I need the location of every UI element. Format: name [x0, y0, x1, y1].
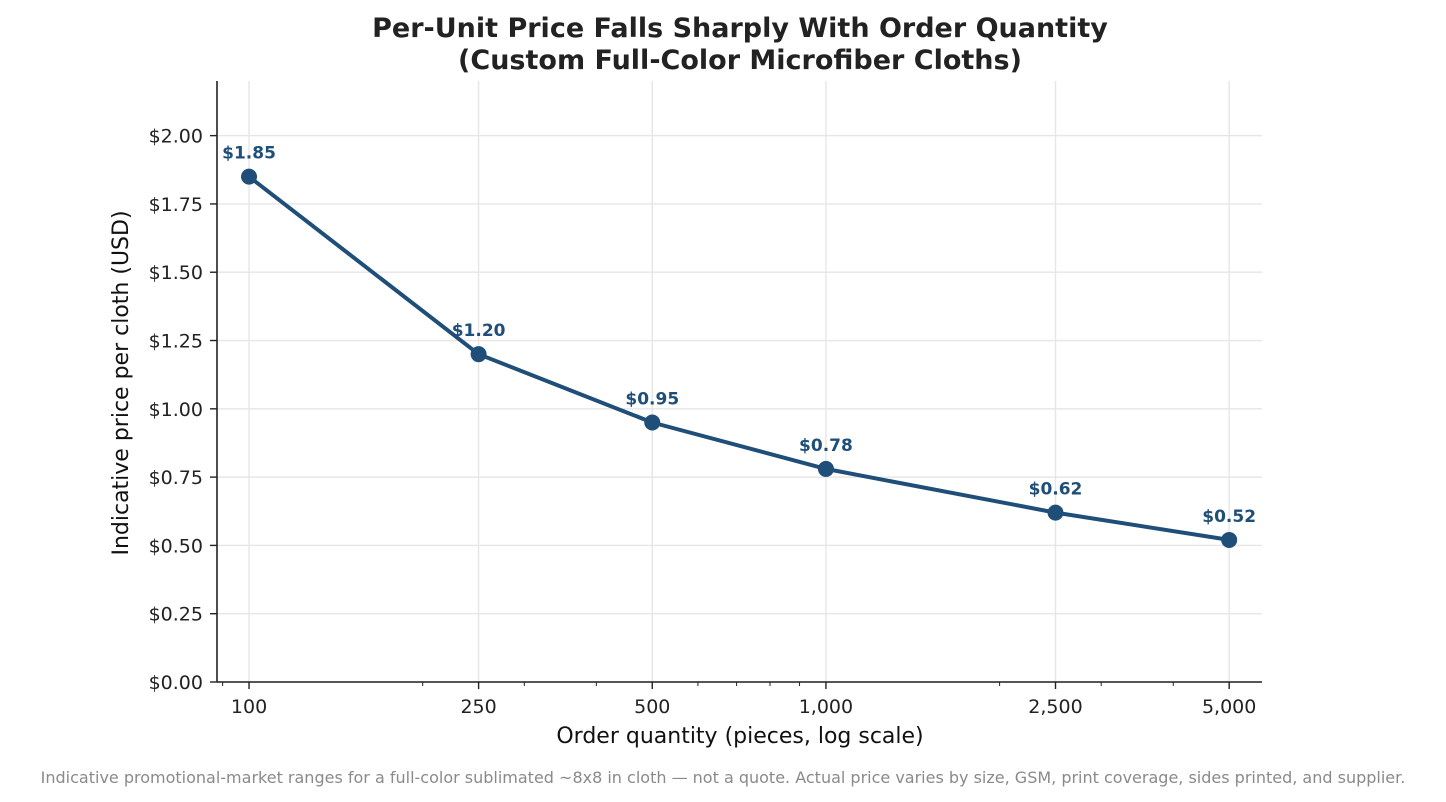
x-tick-label-0: 100 — [231, 696, 267, 718]
data-label-3: $0.78 — [799, 436, 853, 456]
data-label-2: $0.95 — [625, 389, 679, 409]
data-label-0: $1.85 — [222, 144, 276, 164]
x-tick-label-5: 5,000 — [1202, 696, 1256, 718]
x-axis-minor-ticks — [222, 682, 1174, 686]
y-tick-label-7: $1.75 — [149, 194, 203, 216]
data-point-5 — [1221, 531, 1238, 548]
x-axis-label: Order quantity (pieces, log scale) — [556, 724, 923, 749]
price-series-line — [247, 174, 1232, 542]
y-gridlines — [217, 134, 1262, 683]
y-tick-label-1: $0.25 — [149, 604, 203, 626]
x-tick-label-3: 1,000 — [799, 696, 853, 718]
data-label-4: $0.62 — [1029, 480, 1083, 500]
x-tick-label-4: 2,500 — [1028, 696, 1082, 718]
y-tick-label-6: $1.50 — [149, 262, 203, 284]
y-axis-label: Indicative price per cloth (USD) — [109, 210, 134, 555]
data-point-3 — [817, 460, 834, 477]
data-label-1: $1.20 — [452, 321, 506, 341]
data-point-2 — [644, 414, 661, 431]
chart-subtitle: (Custom Full-Color Microfiber Cloths) — [458, 45, 1022, 76]
chart-footnote: Indicative promotional-market ranges for… — [41, 768, 1406, 787]
x-tick-label-2: 500 — [634, 696, 670, 718]
data-point-0 — [241, 168, 258, 185]
y-tick-label-3: $0.75 — [149, 467, 203, 489]
x-gridlines — [248, 81, 1230, 682]
x-tick-label-1: 250 — [460, 696, 496, 718]
y-axis-ticks: $0.00 $0.25 $0.50 $0.75 $1.00 $1.25 $1.50 $1.75… — [149, 126, 217, 694]
x-axis-ticks: 100 250 500 1,000 2,500 5,000 — [231, 682, 1256, 718]
data-label-5: $0.52 — [1202, 507, 1256, 527]
y-tick-label-4: $1.00 — [149, 399, 203, 421]
chart-title: Per-Unit Price Falls Sharply With Order … — [372, 13, 1108, 44]
data-point-4 — [1047, 504, 1064, 521]
y-tick-label-5: $1.25 — [149, 331, 203, 353]
y-tick-label-8: $2.00 — [149, 126, 203, 148]
data-labels: $1.85 $1.20 $0.95 $0.78 $0.62 $0.52 — [222, 144, 1256, 527]
data-points — [241, 168, 1238, 548]
data-point-1 — [470, 346, 487, 363]
y-tick-label-2: $0.50 — [149, 535, 203, 557]
y-tick-label-0: $0.00 — [149, 672, 203, 694]
